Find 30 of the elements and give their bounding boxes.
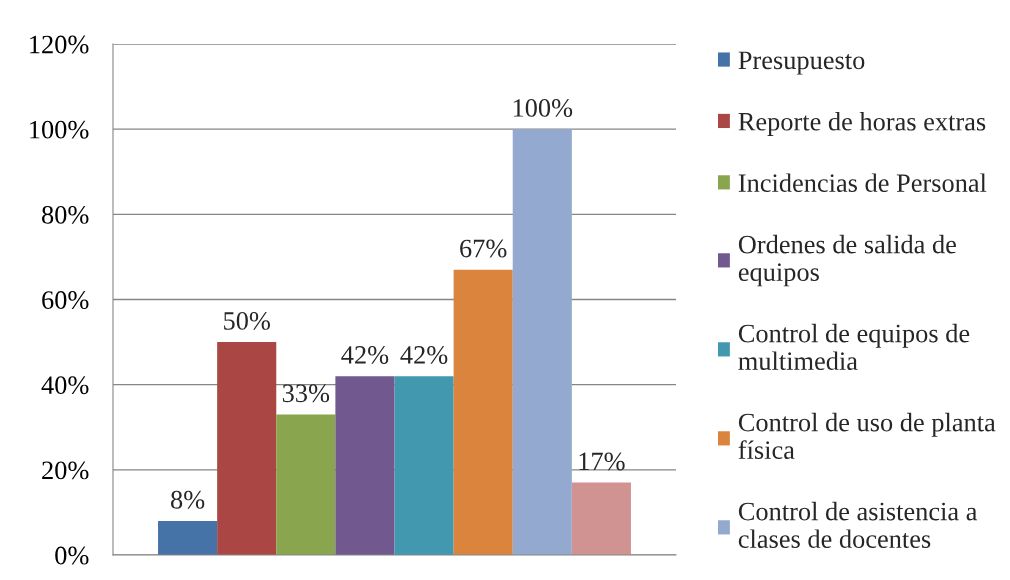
bar <box>394 376 454 555</box>
legend-label: Incidencias de Personal <box>738 173 987 193</box>
data-label: 67% <box>460 239 507 258</box>
bar <box>512 129 572 555</box>
legend-label: Control de equipos de multimedia <box>738 323 970 371</box>
y-tick-label: 40% <box>41 376 89 395</box>
legend-label: Control de asistencia a clases de docentes <box>738 501 978 548</box>
y-tick-label: 0% <box>55 546 89 565</box>
y-tick-label: 20% <box>42 461 89 480</box>
data-label: 33% <box>282 384 330 403</box>
y-tick-label: 80% <box>42 205 89 224</box>
legend-label: Presupuesto <box>738 51 865 75</box>
data-label: 42% <box>341 346 389 364</box>
bar <box>571 482 631 555</box>
bar <box>453 269 513 555</box>
bar <box>158 520 218 555</box>
bar <box>217 342 277 555</box>
data-label: 42% <box>400 346 448 364</box>
bar <box>276 414 336 555</box>
legend-label: Control de uso de planta física <box>738 412 996 460</box>
legend-label: Reporte de horas extras <box>738 112 986 136</box>
data-label: 8% <box>171 490 205 509</box>
data-label: 100% <box>513 99 573 117</box>
legend-label: Ordenes de salida de equipos <box>738 234 956 287</box>
y-tick-label: 120% <box>30 35 89 54</box>
y-tick-label: 60% <box>42 291 89 309</box>
data-label: 50% <box>224 311 270 330</box>
y-tick-label: 100% <box>30 120 89 139</box>
bar <box>335 376 395 555</box>
data-label: 17% <box>579 452 625 471</box>
